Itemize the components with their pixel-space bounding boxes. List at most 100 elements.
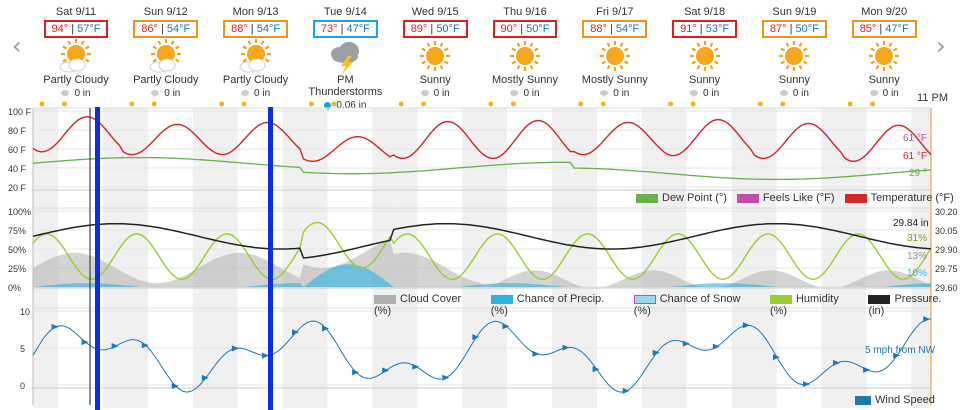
precip-amount: 0 in — [213, 88, 299, 99]
hour-tick — [241, 101, 247, 107]
wind-arrow-icon — [803, 381, 811, 388]
day-card[interactable]: Sun 9/12 86° | 54°F Partly Cloudy 0 in — [123, 6, 209, 106]
sun-icon — [865, 38, 903, 74]
wind-arrow-icon — [652, 349, 660, 356]
legend-pressure[interactable]: Pressure. (in) — [868, 293, 942, 317]
night-stripe — [911, 108, 931, 408]
prev-arrow-icon[interactable]: ‹ — [12, 32, 22, 60]
legend-wind[interactable]: Wind Speed — [855, 394, 935, 406]
day-card[interactable]: Sat 9/11 94° | 57°F Partly Cloudy 0 in — [33, 6, 119, 106]
hour-tick — [847, 101, 853, 107]
wind-arrow-icon — [622, 387, 630, 394]
night-stripe — [731, 108, 752, 408]
hour-tick — [600, 101, 606, 107]
day-card[interactable]: Sat 9/18 91° | 53°F Sunny 0 in — [662, 6, 748, 106]
hour-tick — [39, 101, 45, 107]
legend-dew[interactable]: Dew Point (°) — [636, 192, 727, 204]
day-date: Mon 9/20 — [861, 6, 908, 18]
wind-arrow-icon — [682, 340, 690, 347]
hour-tick — [488, 101, 494, 107]
day-date: Sat 9/11 — [55, 6, 97, 18]
legend-snow[interactable]: Chance of Snow (%) — [633, 293, 741, 317]
day-card[interactable]: Thu 9/16 90° | 50°F Mostly Sunny 0 in — [482, 6, 568, 106]
night-stripe — [282, 108, 303, 408]
precip-amount: 0.06 in — [302, 100, 388, 111]
wind-arrow-icon — [772, 354, 780, 361]
day-card[interactable]: Tue 9/14 73° | 47°F PM Thunderstorms 0.06 i… — [302, 6, 388, 111]
wind-arrow-icon — [51, 323, 59, 330]
y-tick-label: 100% — [8, 207, 31, 217]
y-tick-label: 80 F — [8, 126, 27, 136]
temp-range: 85° | 47°F — [851, 20, 917, 38]
humidity-line — [32, 221, 932, 281]
wind-arrow-icon — [742, 322, 750, 329]
humidity-end-label: 31% — [907, 233, 927, 244]
temp-range: 87° | 50°F — [761, 20, 827, 38]
wind-arrow-icon — [863, 366, 871, 373]
hour-tick — [61, 101, 67, 107]
wind-arrow-icon — [442, 374, 450, 381]
feels-like-end-label: 61 °F — [903, 133, 927, 144]
y-tick-label: 25% — [8, 264, 26, 274]
pressure-tick-label: 29.75 — [935, 264, 958, 274]
hour-tick — [690, 101, 696, 107]
highlight-marker — [95, 107, 100, 410]
hour-tick — [129, 101, 135, 107]
pressure-tick-label: 30.20 — [935, 207, 958, 217]
wind-arrow-icon — [412, 363, 420, 370]
y-tick-label: 0% — [8, 283, 21, 293]
legend-cloud[interactable]: Cloud Cover (%) — [374, 293, 462, 317]
day-date: Tue 9/14 — [323, 6, 367, 18]
condition-label: Partly Cloudy — [133, 74, 199, 86]
temp-range: 89° | 50°F — [402, 20, 468, 38]
y-tick-label: 50% — [8, 245, 26, 255]
temperature-end-label: 61 °F — [903, 151, 927, 162]
next-arrow-icon[interactable]: › — [936, 32, 946, 60]
sun-cloud-icon — [237, 38, 275, 74]
day-card[interactable]: Mon 9/13 88° | 54°F Partly Cloudy 0 in — [213, 6, 299, 106]
wind-arrow-icon — [712, 343, 720, 350]
precip-amount: 0 in — [33, 88, 119, 99]
legend-feels[interactable]: Feels Like (°F) — [736, 192, 835, 204]
wind-arrow-icon — [201, 374, 209, 381]
condition-label: Sunny — [688, 74, 721, 86]
y-tick-label: 60 F — [8, 145, 27, 155]
hour-tick — [870, 101, 876, 107]
condition-label: PM Thunderstorms — [308, 74, 383, 98]
day-date: Thu 9/16 — [503, 6, 547, 18]
wind-arrow-icon — [502, 323, 510, 330]
hour-tick — [757, 101, 763, 107]
legend-precip[interactable]: Chance of Precip. (%) — [490, 293, 605, 317]
night-stripe — [641, 108, 662, 408]
temp-range: 88° | 54°F — [582, 20, 648, 38]
legend-humidity[interactable]: Humidity (%) — [769, 293, 839, 317]
day-card[interactable]: Sun 9/19 87° | 50°F Sunny 0 in — [751, 6, 837, 106]
drop-icon — [869, 90, 878, 97]
condition-label: Partly Cloudy — [43, 74, 109, 86]
day-card[interactable]: Wed 9/15 89° | 50°F Sunny 0 in — [392, 6, 478, 106]
y-tick-label: 75% — [8, 226, 26, 236]
y-tick-label: 5 — [20, 344, 25, 354]
wind-arrow-icon — [893, 352, 901, 359]
condition-label: Sunny — [419, 74, 451, 86]
wind-arrow-icon — [472, 334, 480, 341]
day-card[interactable]: Mon 9/20 85° | 47°F Sunny 0 in — [841, 6, 927, 106]
night-stripe — [462, 108, 482, 408]
legend-temp[interactable]: Temperature (°F) — [844, 192, 954, 204]
temp-range: 73° | 47°F — [312, 20, 378, 38]
hour-tick — [398, 101, 404, 107]
day-card[interactable]: Fri 9/17 88° | 54°F Mostly Sunny 0 in — [572, 6, 658, 106]
wind-arrow-icon — [111, 343, 119, 350]
hour-tick — [331, 101, 337, 107]
hour-tick — [308, 101, 314, 107]
wind-arrow-icon — [532, 350, 540, 357]
condition-label: Partly Cloudy — [222, 74, 289, 86]
daily-forecast-strip: Sat 9/11 94° | 57°F Partly Cloudy 0 in Sun 9… — [33, 6, 931, 111]
wind-arrow-icon — [592, 366, 600, 373]
dew-point-line — [32, 156, 932, 181]
drop-icon — [151, 90, 160, 97]
precip-amount: 0 in — [482, 88, 568, 99]
highlight-marker — [268, 107, 273, 410]
condition-label: Mostly Sunny — [581, 74, 648, 86]
